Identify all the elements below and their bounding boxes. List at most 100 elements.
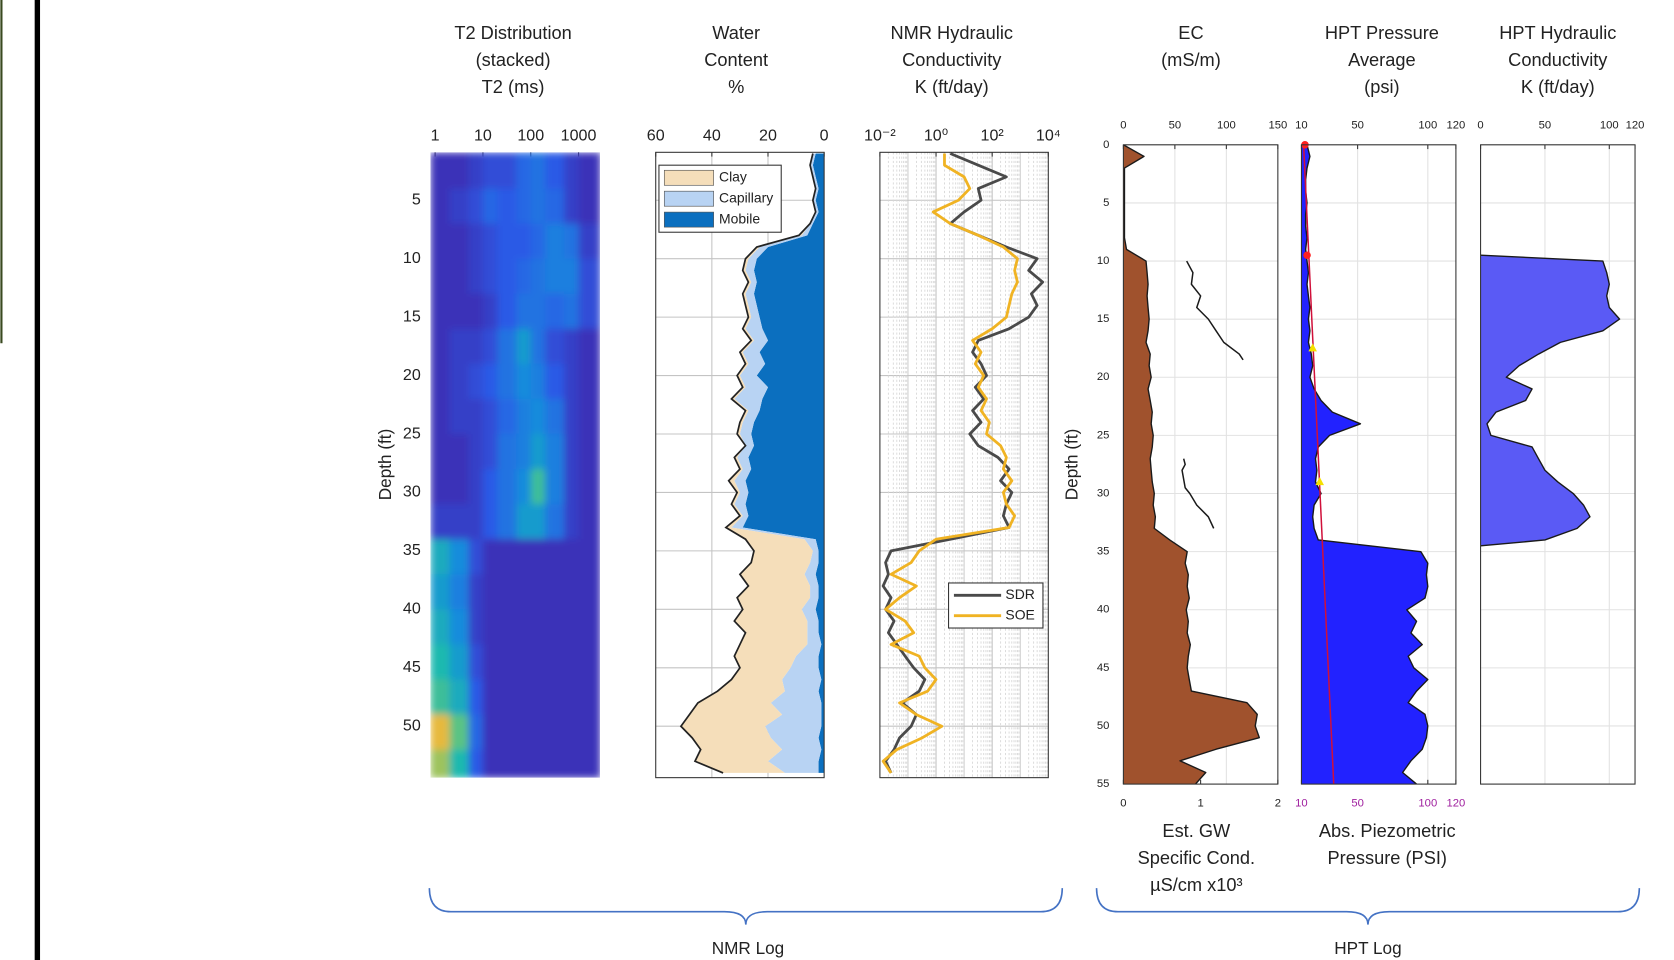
heat-cell — [468, 644, 484, 681]
y-tick-label: 25 — [403, 424, 421, 442]
heat-cell — [564, 293, 580, 330]
x-tick-label: 150 — [1268, 119, 1287, 131]
y-tick-label: 0 — [1103, 139, 1109, 151]
heatmap-cells — [430, 152, 600, 778]
heat-cell — [430, 539, 451, 575]
heat-cell — [564, 152, 580, 190]
heat-cell — [516, 714, 532, 751]
heat-cell — [530, 223, 546, 260]
x-tick-label: 100 — [517, 126, 544, 144]
heat-cell — [516, 223, 532, 260]
x2-tick-label: 10 — [1295, 797, 1308, 809]
group-label: NMR Log — [712, 938, 784, 958]
panel-title: Content — [704, 49, 768, 70]
heat-cell — [578, 469, 600, 505]
heat-cell — [578, 574, 600, 610]
heat-cell — [482, 398, 498, 435]
heat-cell — [516, 434, 532, 470]
panel-title: HPT Hydraulic — [1499, 22, 1616, 43]
heat-cell — [530, 293, 546, 330]
x-tick-label: 0 — [820, 126, 829, 144]
heat-cell — [449, 504, 470, 540]
legend-label: Capillary — [719, 189, 773, 205]
x2-tick-label: 120 — [1447, 797, 1466, 809]
x-tick-label: 10⁴ — [1036, 126, 1061, 144]
heat-cell — [516, 328, 532, 365]
heat-cell — [430, 152, 451, 190]
heat-cell — [497, 258, 517, 295]
x-tick-label: 120 — [1447, 119, 1466, 131]
x-tick-label: 50 — [1539, 119, 1552, 131]
panel-title: HPT Pressure — [1325, 22, 1439, 43]
heat-cell — [516, 293, 532, 330]
heat-cell — [578, 434, 600, 470]
line — [881, 153, 1019, 774]
heat-cell — [545, 293, 565, 330]
heat-cell — [564, 434, 580, 470]
heat-cell — [430, 328, 451, 365]
heat-cell — [482, 714, 498, 751]
y-tick-label: 35 — [1097, 546, 1110, 558]
area — [731, 153, 822, 773]
y-tick-label: 30 — [403, 483, 421, 501]
area — [742, 153, 825, 773]
heat-cell — [545, 188, 565, 225]
line — [1302, 144, 1335, 785]
heat-cell — [545, 328, 565, 365]
heat-cell — [497, 749, 517, 778]
heat-cell — [497, 574, 517, 610]
heat-cell — [482, 644, 498, 681]
heat-cell — [545, 434, 565, 470]
y-tick-label: 10 — [1097, 255, 1110, 267]
heat-cell — [545, 152, 565, 190]
x-tick-label: 100 — [1600, 119, 1619, 131]
y-tick-label: 50 — [1097, 720, 1110, 732]
legend-swatch — [663, 211, 714, 228]
legend-label: SOE — [1005, 606, 1034, 622]
y-tick-label: 20 — [403, 366, 421, 384]
heat-cell — [482, 504, 498, 540]
heat-cell — [497, 644, 517, 681]
panel-title: % — [728, 76, 744, 97]
heat-cell — [497, 679, 517, 716]
heat-cell — [530, 363, 546, 400]
legend-swatch — [663, 190, 714, 207]
x-tick-label: 50 — [1351, 119, 1364, 131]
panel-title: EC — [1178, 22, 1203, 43]
panel-title: Conductivity — [1508, 49, 1608, 70]
panel-title: (stacked) — [476, 49, 551, 70]
heat-cell — [516, 679, 532, 716]
heat-cell — [530, 328, 546, 365]
x-tick-label: 10⁻² — [864, 126, 896, 144]
group-brace — [1095, 888, 1641, 925]
y-tick-label: 40 — [1097, 604, 1110, 616]
heat-cell — [530, 434, 546, 470]
heat-cell — [468, 714, 484, 751]
heat-cell — [516, 539, 532, 575]
heat-cell — [449, 539, 470, 575]
heat-cell — [545, 749, 565, 778]
line — [1181, 260, 1244, 529]
heat-cell — [430, 714, 451, 751]
heat-cell — [449, 258, 470, 295]
heat-cell — [578, 258, 600, 295]
x-tick-label: 0 — [1120, 119, 1126, 131]
heat-cell — [564, 258, 580, 295]
heat-cell — [497, 328, 517, 365]
x-tick-label: 40 — [703, 126, 721, 144]
x-tick-label: 120 — [1626, 119, 1645, 131]
heat-cell — [516, 644, 532, 681]
heat-cell — [468, 504, 484, 540]
panel-title: K (ft/day) — [915, 76, 989, 97]
edge-strip — [0, 0, 3, 344]
x-tick-label: 0 — [1477, 119, 1483, 131]
heat-cell — [468, 574, 484, 610]
heatmap — [430, 152, 600, 778]
heat-cell — [430, 679, 451, 716]
x-tick-label: 10 — [1295, 119, 1308, 131]
plot-frame — [879, 151, 1049, 779]
heat-cell — [516, 188, 532, 225]
x-axis-label: µS/cm x10³ — [1150, 874, 1242, 895]
legend-label: Mobile — [719, 210, 760, 226]
heat-cell — [545, 258, 565, 295]
